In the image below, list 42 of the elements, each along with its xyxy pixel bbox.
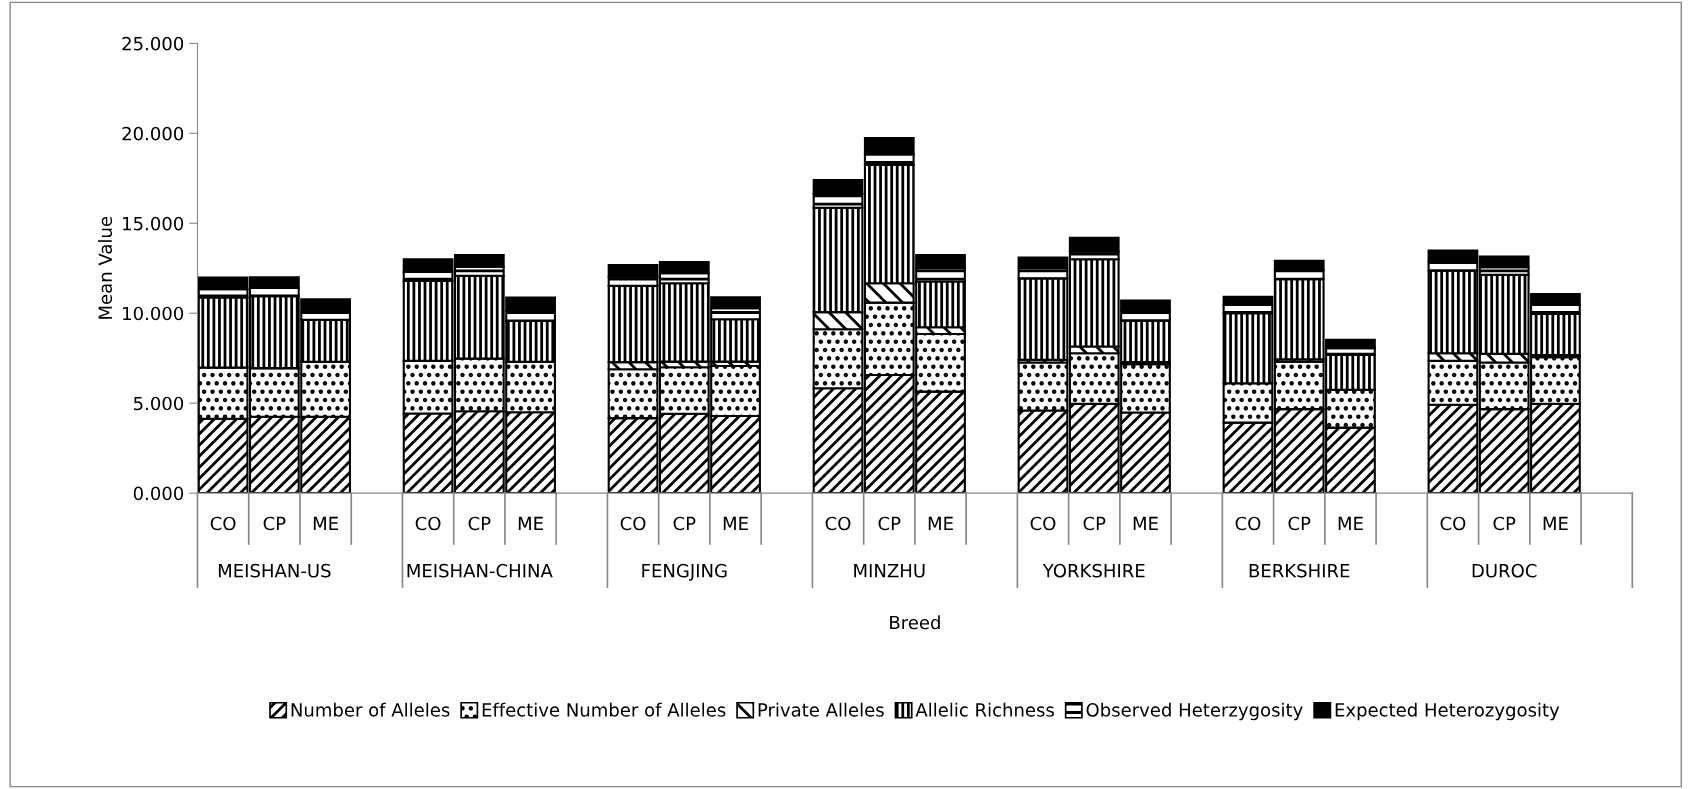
x-tick-label: CO	[1030, 516, 1056, 531]
x-tick-label: ME	[928, 516, 953, 531]
y-tick-label: 0.000	[133, 486, 184, 501]
x-tick-label: CP	[263, 516, 286, 531]
y-tick-label: 5.000	[134, 396, 184, 411]
y-axis-title: Mean Value	[98, 216, 113, 319]
x-tick-label: ME	[1133, 516, 1158, 531]
x-tick-label: CO	[1235, 516, 1261, 531]
legend-label: Number of Alleles	[291, 702, 450, 717]
x-tick-label: CO	[210, 516, 236, 531]
x-tick-label: CO	[825, 516, 851, 531]
x-tick-label: CP	[1288, 516, 1311, 531]
text: FENGJING	[642, 563, 727, 581]
x-tick-label: CP	[878, 516, 901, 531]
text: MINZHU	[854, 564, 925, 578]
legend-label: Expected Heterozygosity	[1335, 702, 1560, 721]
x-tick-label: ME	[1543, 516, 1568, 531]
x-tick-label: CP	[673, 516, 696, 531]
text: YORKSHIRE	[1042, 563, 1145, 578]
legend-label: Allelic Richness	[915, 702, 1054, 717]
x-tick-label: ME	[723, 516, 748, 531]
x-tick-label: ME	[1338, 516, 1363, 531]
text: DUROC	[1472, 563, 1537, 578]
text: MEISHAN-CHINA	[407, 563, 553, 578]
y-tick-label: 10.000	[123, 306, 184, 321]
x-tick-label: ME	[313, 516, 338, 531]
legend-label: Effective Number of Alleles	[482, 702, 726, 717]
x-axis-title: Breed	[890, 615, 940, 630]
x-tick-label: CP	[1083, 516, 1106, 531]
text: MEISHAN-US	[218, 563, 331, 578]
x-tick-label: CP	[468, 516, 491, 531]
y-tick-label: 15.000	[123, 216, 184, 231]
x-tick-label: ME	[518, 516, 543, 531]
legend-label: Observed Heterzygosity	[1086, 702, 1303, 721]
x-tick-label: CP	[1493, 516, 1516, 531]
x-tick-label: CO	[620, 516, 646, 531]
text: BERKSHIRE	[1249, 563, 1350, 578]
x-tick-label: CO	[415, 516, 441, 531]
x-tick-label: CO	[1440, 516, 1466, 531]
legend-label: Private Alleles	[758, 702, 884, 717]
y-tick-label: 25.000	[122, 36, 184, 51]
y-tick-label: 20.000	[122, 126, 184, 141]
